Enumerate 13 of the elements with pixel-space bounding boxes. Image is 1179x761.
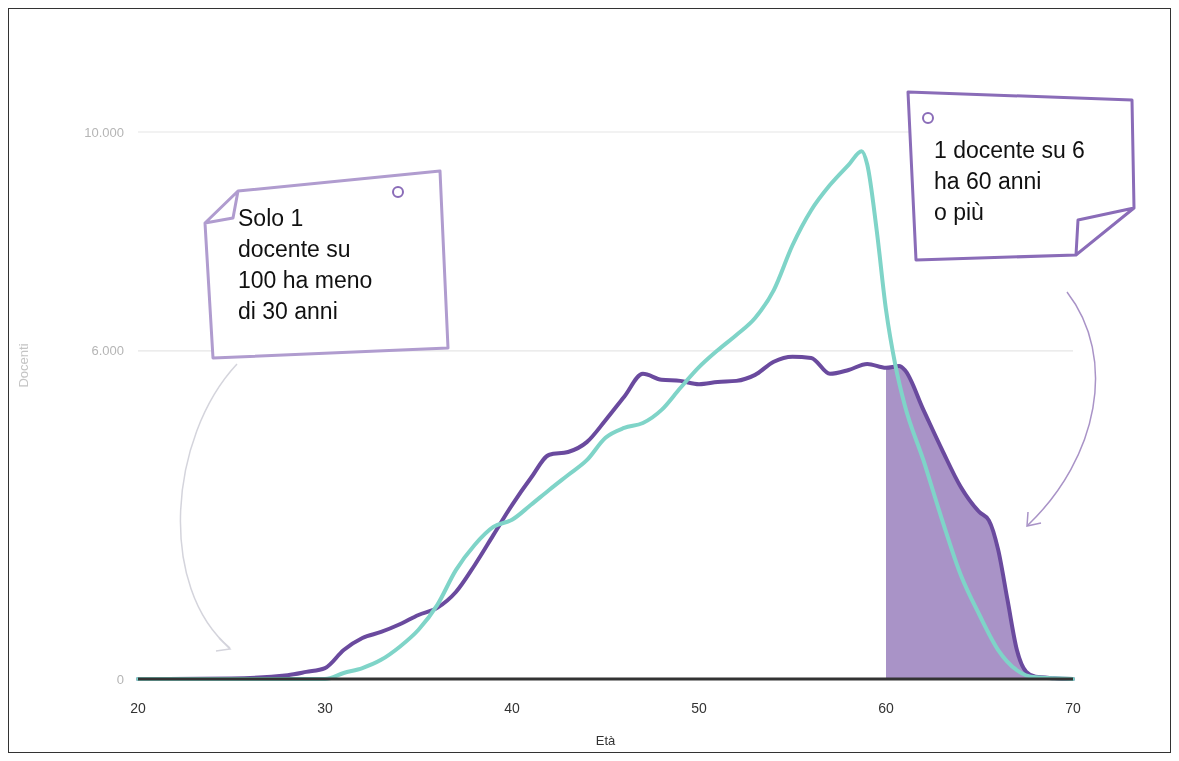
annotation: Solo 1 docente su 100 ha meno di 30 anni: [238, 205, 373, 324]
y-axis-title: Docenti: [16, 343, 31, 388]
x-tick-label: 30: [317, 700, 333, 716]
x-tick-label: 60: [878, 700, 894, 716]
y-tick-label: 10.000: [84, 124, 124, 140]
annotation: 1 docente su 6 ha 60 anni o più: [934, 137, 1085, 225]
x-tick-label: 70: [1065, 700, 1081, 716]
x-tick-label: 50: [691, 700, 707, 716]
x-tick-label: 40: [504, 700, 520, 716]
y-tick-label: 0: [116, 671, 124, 687]
y-tick-label: 6.000: [91, 343, 124, 359]
x-axis-title: Età: [595, 733, 617, 748]
x-tick-label: 20: [130, 700, 146, 716]
